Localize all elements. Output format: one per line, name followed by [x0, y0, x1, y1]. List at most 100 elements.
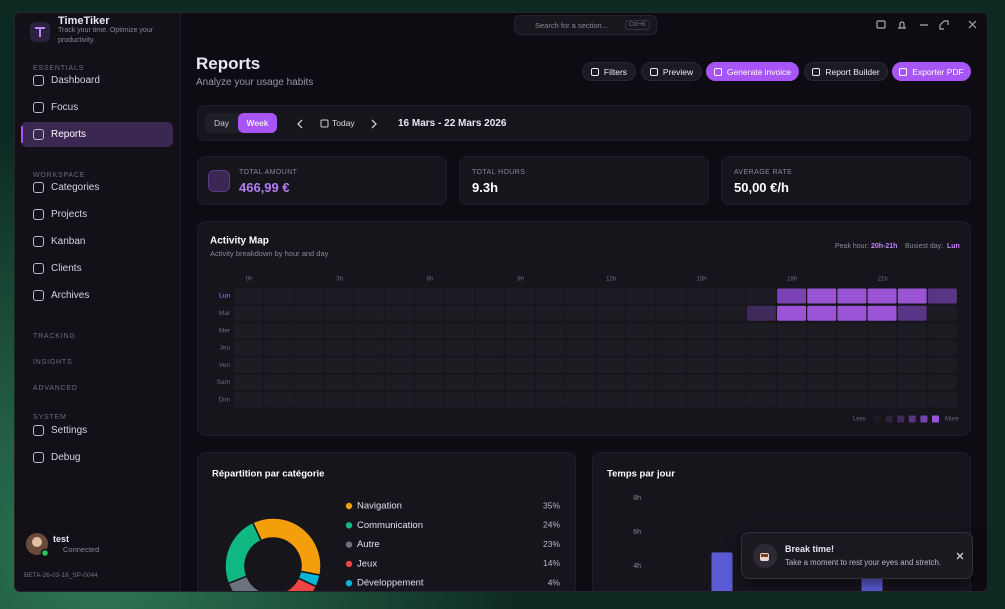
heat-cell — [384, 357, 414, 373]
heat-cell — [656, 357, 686, 373]
nav-item[interactable]: Kanban — [21, 229, 173, 254]
heat-cell — [234, 305, 263, 321]
heat-cell — [234, 375, 263, 390]
heat-cell — [415, 340, 444, 356]
button-label: Preview — [662, 66, 694, 77]
heat-cell — [384, 375, 414, 390]
nav-icon — [33, 208, 44, 220]
heat-cell — [354, 340, 384, 356]
heat-cell — [777, 323, 807, 339]
search-placeholder: Search for a section... — [535, 21, 608, 30]
heat-cell — [384, 340, 414, 356]
legend-dot — [345, 522, 353, 529]
nav-item[interactable]: Categories — [21, 175, 173, 200]
legend-label: Navigation — [357, 501, 402, 512]
heat-cell — [565, 288, 595, 304]
heat-cell — [234, 323, 263, 339]
nav-item[interactable]: Clients — [21, 256, 173, 281]
hour-label: 6h — [427, 277, 434, 283]
heat-cell — [656, 323, 686, 339]
hour-label: 3h — [336, 277, 343, 283]
busiest-value: Lun — [947, 243, 960, 250]
heat-cell — [596, 305, 626, 321]
nav-item[interactable]: Focus — [21, 95, 173, 120]
heat-cell — [716, 340, 746, 356]
button-label: Report Builder — [825, 66, 880, 77]
heat-cell — [716, 305, 746, 321]
heat-cell — [354, 357, 384, 373]
header-button[interactable]: Filters — [582, 62, 636, 81]
header-button[interactable]: Preview — [641, 62, 702, 81]
nav-item[interactable]: Dashboard — [21, 68, 173, 93]
nav-item[interactable]: Reports — [21, 121, 173, 147]
nav-item[interactable]: Settings — [21, 418, 173, 443]
nav-item[interactable]: Projects — [21, 202, 173, 227]
legend-label: Autre — [357, 539, 380, 550]
header-button[interactable]: Generate invoice — [706, 62, 799, 81]
heat-cell — [927, 375, 957, 390]
heat-cell — [565, 392, 595, 408]
heat-cell — [626, 288, 656, 304]
nav-label: Dashboard — [51, 74, 100, 86]
heat-cell — [897, 323, 927, 339]
heat-cell — [897, 305, 927, 321]
y-tick-label: 4h — [633, 563, 641, 570]
header-button[interactable]: Report Builder — [804, 62, 888, 81]
heat-cell — [324, 357, 354, 373]
heat-cell — [565, 357, 595, 373]
heat-cell — [596, 340, 626, 356]
heat-cell — [324, 305, 354, 321]
heat-cell — [264, 323, 294, 339]
heat-cell — [324, 392, 354, 408]
view-week[interactable]: Week — [238, 113, 277, 133]
nav-section[interactable]: ADVANCED — [33, 385, 78, 392]
day-label: Dim — [218, 397, 230, 404]
heat-cell — [264, 375, 294, 390]
heat-cell — [445, 357, 475, 373]
search-bar[interactable]: Search for a section... Ctrl+K — [514, 15, 657, 35]
window-controls — [876, 20, 977, 30]
heat-cell — [264, 288, 294, 304]
legend-dot — [345, 502, 353, 510]
legend-label: Jeux — [357, 558, 377, 569]
header-button[interactable]: Exporter PDF — [892, 62, 971, 81]
nav-item[interactable]: Debug — [21, 445, 173, 470]
toast-message: Take a moment to rest your eyes and stre… — [785, 558, 942, 567]
nav-section: SYSTEM — [33, 414, 67, 421]
app-name: TimeTiker — [58, 15, 110, 27]
today-button[interactable]: Today — [332, 118, 355, 128]
value-label: 14% — [543, 558, 560, 568]
heat-cell — [294, 305, 324, 321]
nav-section[interactable]: TRACKING — [33, 333, 76, 340]
heat-cell — [565, 375, 595, 390]
nav-label: Clients — [51, 262, 82, 274]
heat-cell — [596, 288, 626, 304]
toast-close[interactable] — [956, 552, 964, 560]
legend-swatch — [932, 415, 939, 423]
heat-cell — [867, 392, 897, 408]
legend-label: Développement — [357, 578, 424, 589]
stat-value: 50,00 €/h — [734, 180, 789, 195]
legend-swatch — [885, 415, 893, 423]
nav-section[interactable]: INSIGHTS — [33, 359, 73, 366]
view-day[interactable]: Day — [213, 118, 230, 128]
heat-cell — [596, 323, 626, 339]
activity-title: Activity Map — [210, 236, 269, 247]
toast: Break time! Take a moment to rest your e… — [741, 532, 973, 579]
heat-cell — [596, 375, 626, 390]
heat-cell — [324, 323, 354, 339]
heat-cell — [927, 357, 957, 373]
heat-cell — [234, 392, 263, 408]
heat-cell — [837, 392, 867, 408]
heat-cell — [294, 357, 324, 373]
heat-cell — [415, 357, 444, 373]
day-label: Lun — [219, 293, 230, 300]
heat-cell — [927, 323, 957, 339]
nav-icon — [33, 424, 44, 436]
heat-cell — [656, 392, 686, 408]
heat-cell — [264, 392, 294, 408]
heat-cell — [837, 305, 867, 321]
stat-icon — [208, 170, 230, 192]
nav-item[interactable]: Archives — [21, 283, 173, 308]
